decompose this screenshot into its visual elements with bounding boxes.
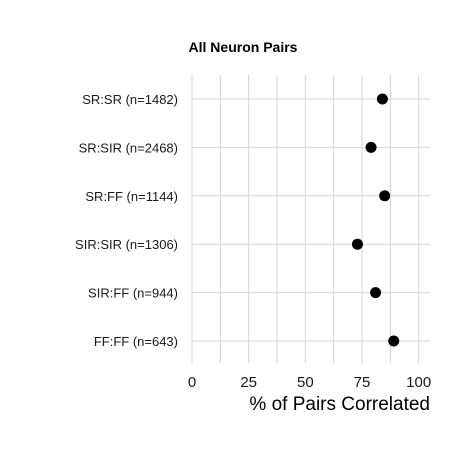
x-tick-label: 50: [297, 374, 314, 391]
x-tick-labels: 0 25 50 75 100: [188, 374, 431, 391]
data-point: [370, 287, 382, 299]
data-point: [365, 141, 377, 153]
category-label: SIR:FF (n=944): [88, 286, 178, 301]
category-label: FF:FF (n=643): [94, 334, 178, 349]
data-point: [379, 190, 391, 202]
x-tick-label: 100: [406, 374, 431, 391]
category-label: SIR:SIR (n=1306): [75, 237, 178, 252]
data-point: [388, 335, 400, 347]
x-tick-label: 75: [354, 374, 371, 391]
category-label: SR:SR (n=1482): [82, 92, 178, 107]
data-point: [351, 238, 363, 250]
chart-title: All Neuron Pairs: [189, 39, 298, 55]
gridlines: [191, 75, 430, 363]
category-labels: SR:SR (n=1482) SR:SIR (n=2468) SR:FF (n=11…: [75, 92, 178, 349]
data-points: [351, 93, 400, 347]
x-tick-label: 25: [240, 374, 257, 391]
data-point: [376, 93, 388, 105]
category-label: SR:SIR (n=2468): [79, 140, 178, 155]
x-tick-label: 0: [188, 374, 196, 391]
category-label: SR:FF (n=1144): [85, 189, 178, 204]
x-axis-title: % of Pairs Correlated: [249, 394, 430, 415]
